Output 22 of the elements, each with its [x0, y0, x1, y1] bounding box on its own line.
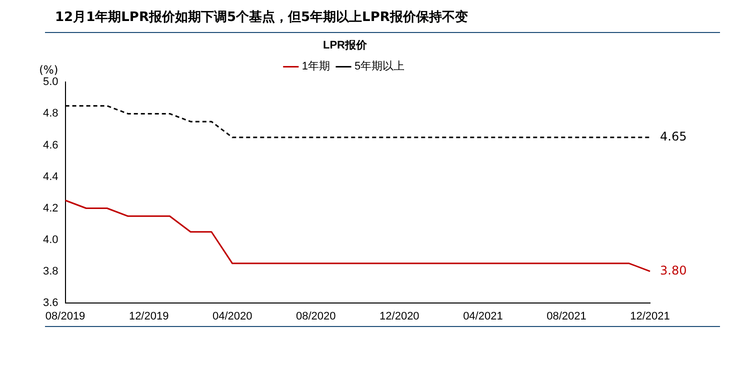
data-label: 4.65	[660, 129, 687, 144]
x-tick-label: 12/2021	[630, 310, 670, 322]
chart-title: 12月1年期LPR报价如期下调5个基点，但5年期以上LPR报价保持不变	[55, 8, 468, 26]
x-tick-label: 12/2019	[128, 310, 169, 322]
x-tick-label: 08/2020	[296, 310, 336, 322]
data-label: 3.80	[660, 263, 687, 278]
x-tick-label: 12/2020	[380, 310, 420, 322]
y-tick-label: 4.4	[42, 170, 58, 183]
y-tick-label: 4.0	[42, 234, 58, 246]
legend-label: 1年期	[302, 60, 330, 73]
x-tick-label: 04/2020	[212, 310, 252, 322]
x-tick-label: 08/2021	[546, 310, 586, 322]
legend-label: 5年期以上	[354, 60, 405, 73]
x-tick-label: 04/2021	[463, 310, 503, 322]
y-tick-label: 4.2	[42, 202, 58, 214]
y-tick-label: 3.8	[42, 265, 58, 278]
y-axis-title: (%)	[39, 64, 58, 77]
y-tick-label: 3.6	[42, 296, 58, 309]
y-tick-label: 4.6	[42, 139, 58, 152]
y-tick-label: 4.8	[42, 108, 58, 120]
x-tick-label: 08/2019	[45, 310, 86, 322]
y-tick-label: 5.0	[42, 76, 58, 88]
